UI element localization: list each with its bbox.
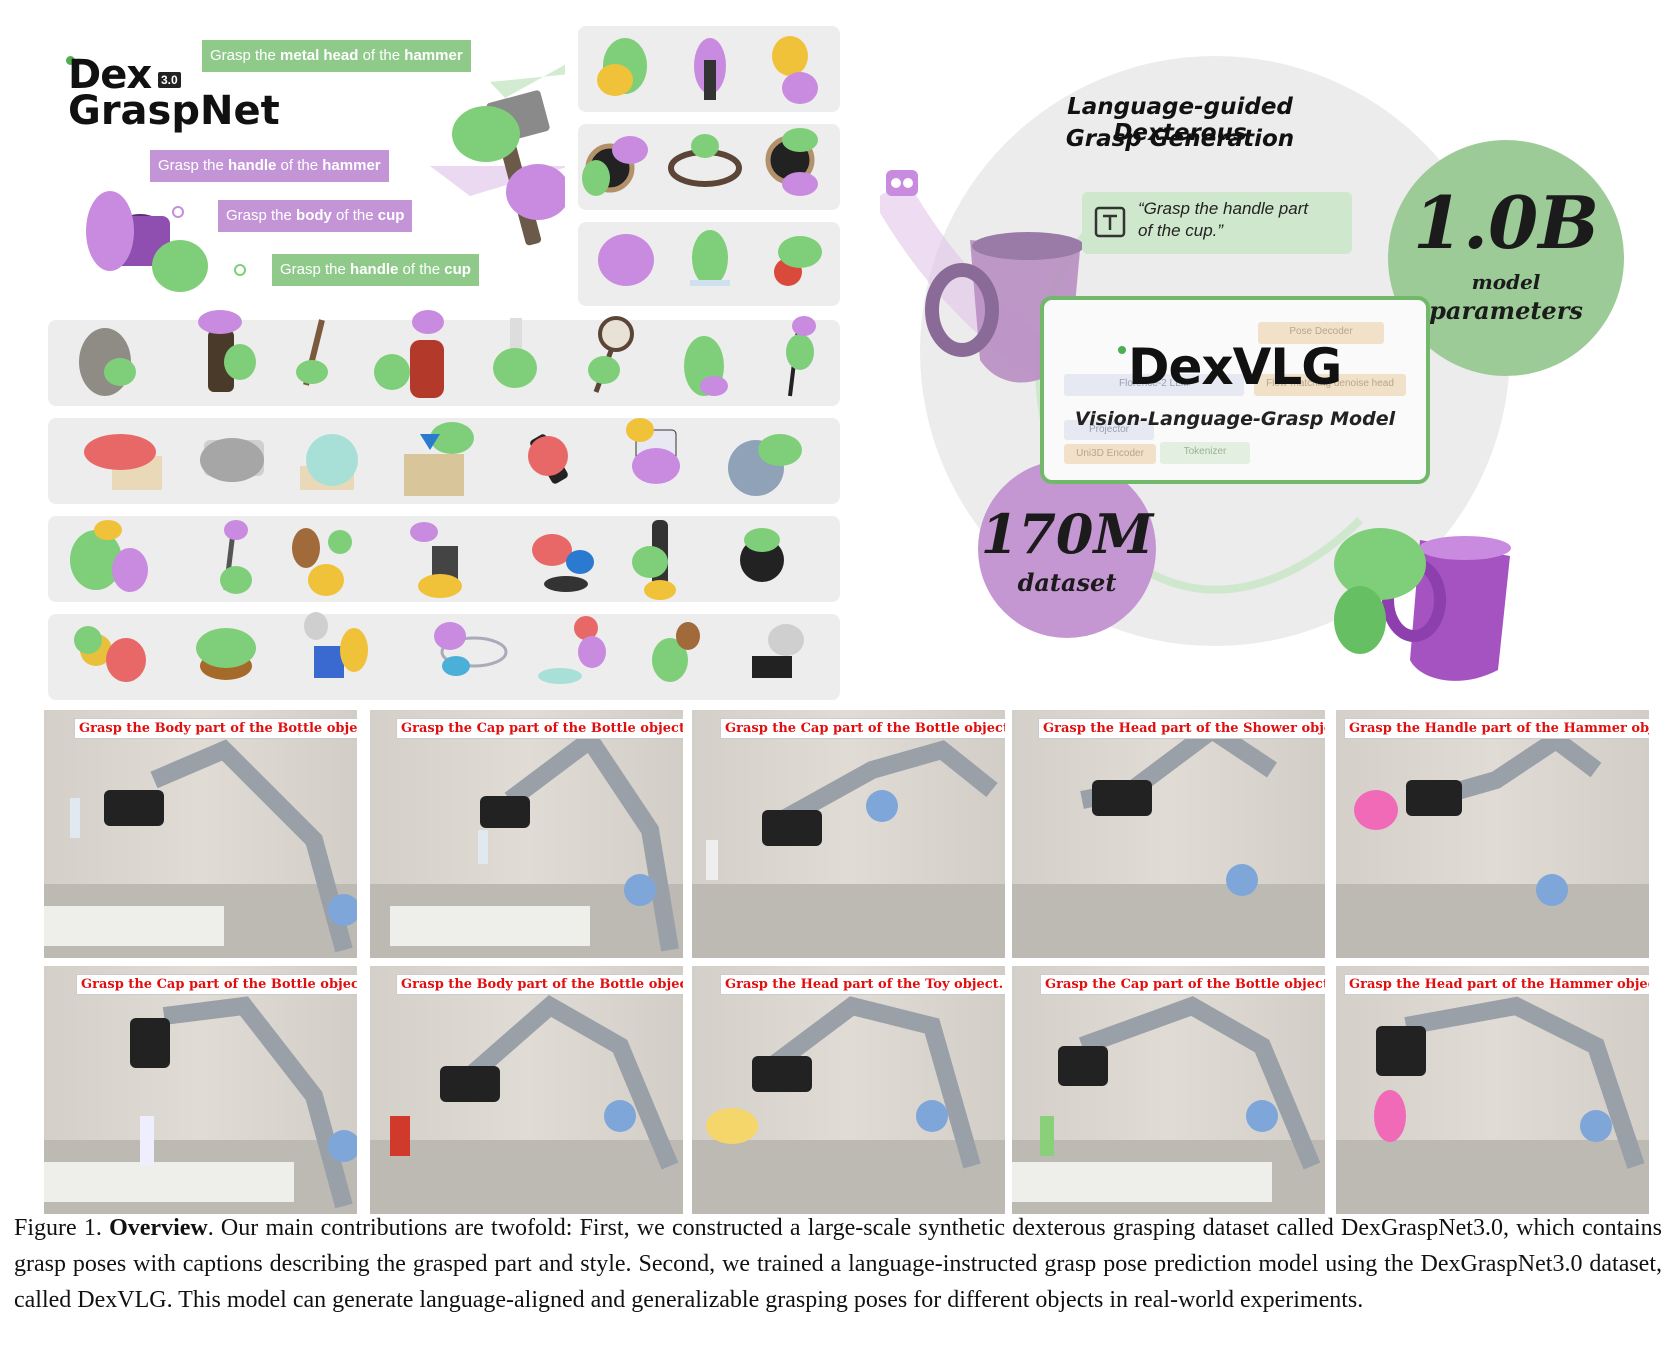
dexvlg-logo: DexVLG	[1128, 338, 1342, 396]
object-thumbnails	[70, 36, 822, 684]
photo-1-caption: Grasp the Body part of the Bottle object…	[74, 718, 357, 739]
photo-8-caption: Grasp the Head part of the Toy object.	[720, 974, 1005, 995]
tokenizer-block: Tokenizer	[1160, 442, 1250, 464]
hero-illustration	[86, 64, 565, 292]
instruction-text: “Grasp the handle part of the cup.”	[1138, 199, 1309, 240]
tag-hammer-handle: Grasp the handle of the hammer	[150, 150, 389, 182]
logo-dex: Dex	[68, 52, 152, 98]
photo-2: Grasp the Cap part of the Bottle object.	[370, 710, 683, 958]
logo-dot	[66, 56, 75, 65]
pose-decoder-block: Pose Decoder	[1258, 322, 1384, 344]
dexvlg-logo-dot	[1118, 346, 1126, 354]
figure-title: Overview	[109, 1215, 208, 1241]
photo-3: Grasp the Cap part of the Bottle object.	[692, 710, 1005, 958]
diagram-title-line1: Language-guided Dexterous	[1067, 94, 1293, 146]
photo-7-caption: Grasp the Body part of the Bottle object…	[396, 974, 683, 995]
photo-6-caption: Grasp the Cap part of the Bottle object.	[76, 974, 357, 995]
photo-1: Grasp the Body part of the Bottle object…	[44, 710, 357, 958]
photo-7: Grasp the Body part of the Bottle object…	[370, 966, 683, 1214]
photo-3-caption: Grasp the Cap part of the Bottle object.	[720, 718, 1005, 739]
dataset-value: 170M	[980, 502, 1154, 566]
photo-4-caption: Grasp the Head part of the Shower object…	[1038, 718, 1325, 739]
dataset-circle	[978, 460, 1156, 638]
dexvlg-subtitle: Vision-Language-Grasp Model	[1074, 408, 1396, 430]
photo-9-caption: Grasp the Cap part of the Bottle object.	[1040, 974, 1325, 995]
params-value: 1.0B	[1412, 180, 1600, 265]
photo-6: Grasp the Cap part of the Bottle object.	[44, 966, 357, 1214]
instruction-box	[1082, 192, 1352, 254]
uni3d-encoder-block: Uni3D Encoder	[1064, 444, 1156, 464]
diagram-title-line2: Grasp Generation	[1065, 126, 1295, 152]
photo-5-caption: Grasp the Handle part of the Hammer obje…	[1344, 718, 1649, 739]
figure-caption: Figure 1. Overview. Our main contributio…	[14, 1210, 1662, 1318]
tag-hammer-head: Grasp the metal head of the hammer	[202, 40, 471, 72]
photo-8: Grasp the Head part of the Toy object.	[692, 966, 1005, 1214]
photo-10: Grasp the Head part of the Hammer object…	[1336, 966, 1649, 1214]
figure-text: . Our main contributions are twofold: Fi…	[14, 1215, 1662, 1313]
projector-block: Projector	[1064, 420, 1154, 440]
photo-10-caption: Grasp the Head part of the Hammer object…	[1344, 974, 1649, 995]
mug-with-hand	[1334, 528, 1511, 681]
photo-2-caption: Grasp the Cap part of the Bottle object.	[396, 718, 683, 739]
logo-version: 3.0	[158, 72, 181, 88]
text-icon	[1094, 206, 1126, 238]
params-label-parameters: parameters	[1429, 296, 1583, 325]
tag-cup-handle: Grasp the handle of the cup	[272, 254, 479, 286]
figure-label: Figure 1.	[14, 1215, 102, 1241]
params-label-model: model	[1471, 270, 1541, 294]
photo-9: Grasp the Cap part of the Bottle object.	[1012, 966, 1325, 1214]
photo-4: Grasp the Head part of the Shower object…	[1012, 710, 1325, 958]
logo-graspnet: GraspNet	[68, 88, 280, 134]
llm-block: Florence-2 LLM	[1064, 374, 1244, 396]
tag-cup-body: Grasp the body of the cup	[218, 200, 413, 232]
denoise-head-block: Flow-matching denoise head	[1254, 374, 1406, 396]
dataset-label: dataset	[1017, 568, 1117, 597]
photo-5: Grasp the Handle part of the Hammer obje…	[1336, 710, 1649, 958]
